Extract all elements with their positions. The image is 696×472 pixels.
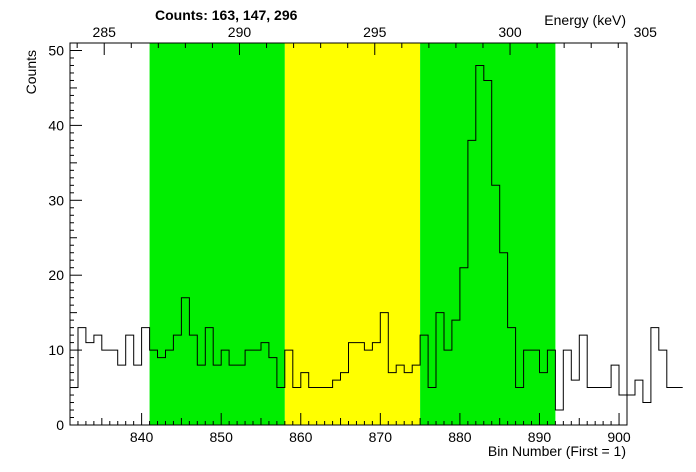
- y-axis-label: Counts: [23, 50, 39, 94]
- y-tick-label: 10: [48, 342, 64, 358]
- energy-axis-label: Energy (keV): [544, 12, 626, 28]
- energy-tick-label: 295: [363, 24, 387, 40]
- x-axis-label: Bin Number (First = 1): [488, 443, 626, 459]
- x-tick-label: 880: [448, 429, 472, 445]
- region-2: [420, 43, 556, 425]
- x-tick-label: 860: [289, 429, 313, 445]
- histogram-series: [70, 65, 683, 411]
- region-0: [149, 43, 285, 425]
- axis-ticks: 840 850 860 870 880 890 900 0 10 20 30 40 50 285 290 29…: [48, 24, 657, 445]
- chart-title: Counts: 163, 147, 296: [155, 7, 298, 23]
- x-tick-label: 900: [607, 429, 631, 445]
- y-tick-label: 40: [48, 117, 64, 133]
- energy-tick-label: 305: [634, 24, 658, 40]
- energy-tick-label: 300: [498, 24, 522, 40]
- x-tick-label: 840: [130, 429, 154, 445]
- highlight-regions: [149, 43, 556, 425]
- x-tick-label: 870: [369, 429, 393, 445]
- x-tick-label: 850: [210, 429, 234, 445]
- region-1: [284, 43, 421, 425]
- energy-tick-label: 290: [228, 24, 252, 40]
- x-tick-label: 890: [528, 429, 552, 445]
- energy-tick-label: 285: [93, 24, 117, 40]
- y-tick-label: 30: [48, 192, 64, 208]
- y-tick-label: 0: [56, 417, 64, 433]
- y-tick-label: 50: [48, 42, 64, 58]
- y-tick-label: 20: [48, 267, 64, 283]
